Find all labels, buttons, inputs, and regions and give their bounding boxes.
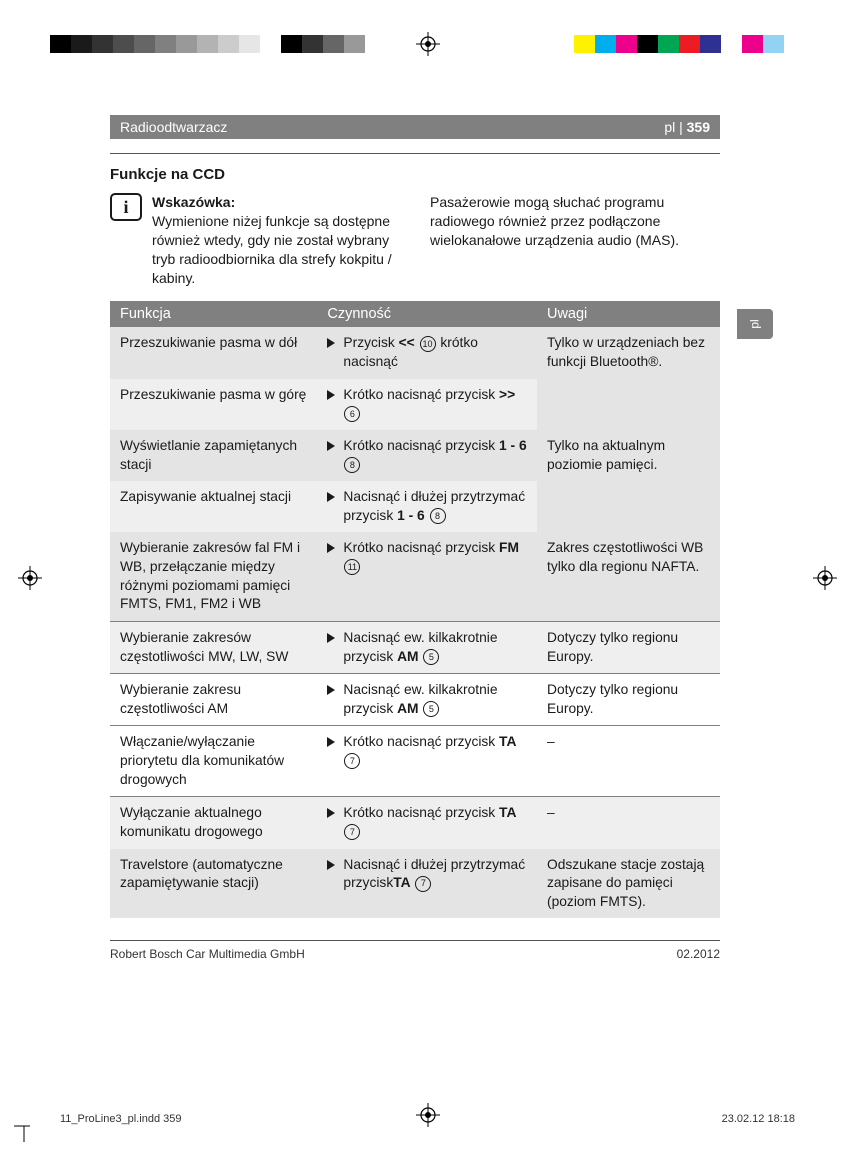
key-number-icon: 5	[423, 701, 439, 717]
key-number-icon: 7	[344, 824, 360, 840]
side-tab: pl	[737, 309, 773, 339]
table-row: Travelstore (automatyczne zapamiętywanie…	[110, 849, 720, 919]
triangle-icon	[327, 543, 335, 553]
table-row: Wybieranie zakresów częstotliwości MW, L…	[110, 621, 720, 673]
colorbar-left	[50, 35, 365, 53]
crop-mark-icon	[14, 1116, 40, 1142]
page-footer: Robert Bosch Car Multimedia GmbH 02.2012	[110, 947, 720, 961]
footer-left: Robert Bosch Car Multimedia GmbH	[110, 947, 305, 961]
th-note: Uwagi	[537, 301, 720, 327]
triangle-icon	[327, 737, 335, 747]
key-number-icon: 8	[344, 457, 360, 473]
page-content: Radioodtwarzacz pl | 359 Funkcje na CCD …	[110, 115, 720, 961]
triangle-icon	[327, 390, 335, 400]
footer-right: 02.2012	[677, 947, 720, 961]
cell-function: Zapisywanie aktualnej stacji	[110, 481, 317, 532]
triangle-icon	[327, 860, 335, 870]
print-meta: 11_ProLine3_pl.indd 359 23.02.12 18:18	[60, 1113, 795, 1125]
cell-action: Krótko nacisnąć przycisk TA 7	[317, 726, 537, 797]
cell-action: Nacisnąć ew. kilkakrotnie przycisk AM 5	[317, 621, 537, 673]
triangle-icon	[327, 492, 335, 502]
cell-function: Wyłączanie aktualnego komunikatu drogowe…	[110, 797, 317, 849]
cell-action: Krótko nacisnąć przycisk 1 - 6 8	[317, 430, 537, 481]
table-body: Przeszukiwanie pasma w dółPrzycisk << 10…	[110, 327, 720, 918]
cell-function: Wybieranie zakresów częstotliwości MW, L…	[110, 621, 317, 673]
info-icon: i	[110, 193, 142, 221]
cell-action: Przycisk << 10 krótko nacisnąć	[317, 327, 537, 378]
cell-note: Tylko w urządzeniach bez funkcji Bluetoo…	[537, 327, 720, 430]
cell-action: Krótko nacisnąć przycisk >> 6	[317, 379, 537, 430]
cell-action: Nacisnąć i dłużej przytrzymać przyciskTA…	[317, 849, 537, 919]
cell-note: Dotyczy tylko regionu Europy.	[537, 621, 720, 673]
registration-mark-icon	[813, 566, 837, 590]
section-title: Funkcje na CCD	[110, 166, 720, 183]
registration-mark-icon	[416, 32, 440, 56]
cell-action: Krótko nacisnąć przycisk TA 7	[317, 797, 537, 849]
header-page: pl | 359	[664, 119, 710, 135]
cell-function: Wyświetlanie zapamiętanych stacji	[110, 430, 317, 481]
key-number-icon: 8	[430, 508, 446, 524]
cell-action: Krótko nacisnąć przycisk FM 11	[317, 532, 537, 621]
cell-function: Travelstore (automatyczne zapamiętywanie…	[110, 849, 317, 919]
th-action: Czynność	[317, 301, 537, 327]
table-row: Wyświetlanie zapamiętanych stacjiKrótko …	[110, 430, 720, 481]
info-columns: i Wskazówka: Wymienione niżej funkcje są…	[110, 193, 720, 287]
cell-action: Nacisnąć ew. kilkakrotnie przycisk AM 5	[317, 674, 537, 726]
header-section: Radioodtwarzacz	[120, 119, 227, 135]
cell-function: Włączanie/wyłączanie priorytetu dla komu…	[110, 726, 317, 797]
table-row: Włączanie/wyłączanie priorytetu dla komu…	[110, 726, 720, 797]
cell-function: Przeszukiwanie pasma w górę	[110, 379, 317, 430]
key-number-icon: 11	[344, 559, 360, 575]
cell-note: Zakres częstotliwości WB tylko dla regio…	[537, 532, 720, 621]
cell-note: –	[537, 726, 720, 797]
key-number-icon: 7	[344, 753, 360, 769]
colorbar-right	[574, 35, 805, 53]
key-number-icon: 10	[420, 336, 436, 352]
indd-date: 23.02.12 18:18	[722, 1113, 795, 1125]
key-number-icon: 7	[415, 876, 431, 892]
functions-table: Funkcja Czynność Uwagi Przeszukiwanie pa…	[110, 301, 720, 918]
table-row: Wybieranie zakresu częstotliwości AMNaci…	[110, 674, 720, 726]
rule	[110, 153, 720, 154]
table-header-row: Funkcja Czynność Uwagi	[110, 301, 720, 327]
cell-note: Odszukane stacje zostają zapisane do pam…	[537, 849, 720, 919]
triangle-icon	[327, 633, 335, 643]
info-col2: Pasażerowie mogą słuchać programu radiow…	[430, 193, 720, 287]
key-number-icon: 6	[344, 406, 360, 422]
table-wrap: pl Funkcja Czynność Uwagi Przeszukiwanie…	[110, 301, 720, 918]
cell-note: Dotyczy tylko regionu Europy.	[537, 674, 720, 726]
rule	[110, 940, 720, 941]
th-function: Funkcja	[110, 301, 317, 327]
key-number-icon: 5	[423, 649, 439, 665]
info-text: Wskazówka: Wymienione niżej funkcje są d…	[152, 193, 400, 287]
table-row: Wyłączanie aktualnego komunikatu drogowe…	[110, 797, 720, 849]
cell-note: Tylko na aktualnym poziomie pamięci.	[537, 430, 720, 533]
triangle-icon	[327, 808, 335, 818]
indd-file: 11_ProLine3_pl.indd 359	[60, 1113, 182, 1125]
table-row: Przeszukiwanie pasma w dółPrzycisk << 10…	[110, 327, 720, 378]
cell-function: Przeszukiwanie pasma w dół	[110, 327, 317, 378]
triangle-icon	[327, 441, 335, 451]
cell-action: Nacisnąć i dłużej przytrzymać przycisk 1…	[317, 481, 537, 532]
cell-function: Wybieranie zakresu częstotliwości AM	[110, 674, 317, 726]
cell-note: –	[537, 797, 720, 849]
table-row: Wybieranie zakresów fal FM i WB, przełąc…	[110, 532, 720, 621]
registration-mark-icon	[18, 566, 42, 590]
triangle-icon	[327, 685, 335, 695]
page-header: Radioodtwarzacz pl | 359	[110, 115, 720, 139]
cell-function: Wybieranie zakresów fal FM i WB, przełąc…	[110, 532, 317, 621]
triangle-icon	[327, 338, 335, 348]
